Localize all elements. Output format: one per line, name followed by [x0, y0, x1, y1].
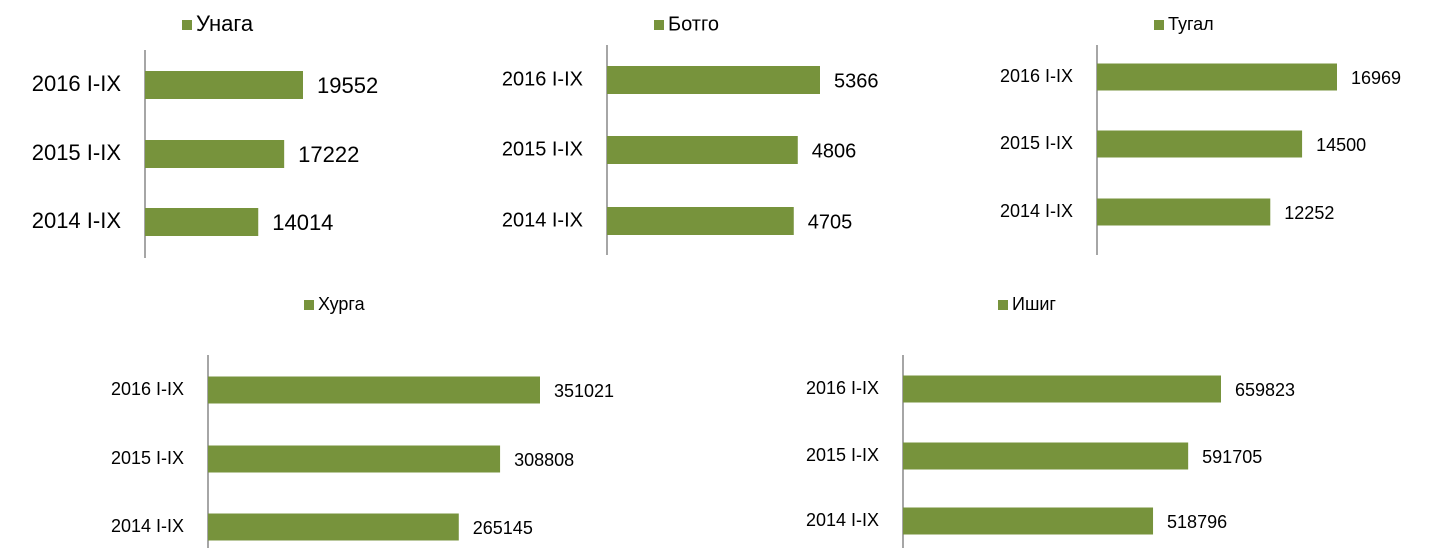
value-label: 265145: [473, 518, 533, 538]
bar: [903, 442, 1189, 470]
bar: [1097, 130, 1303, 158]
category-label: 2014 I-IX: [32, 208, 122, 233]
category-label: 2015 I-IX: [32, 140, 122, 165]
value-label: 591705: [1202, 447, 1262, 467]
value-label: 4705: [808, 211, 853, 233]
value-label: 518796: [1167, 512, 1227, 532]
category-label: 2016 I-IX: [1000, 66, 1073, 86]
category-label: 2016 I-IX: [111, 379, 184, 399]
bar: [145, 208, 259, 236]
legend-label: Тугал: [1168, 14, 1214, 34]
category-label: 2016 I-IX: [502, 68, 583, 90]
value-label: 12252: [1284, 203, 1334, 223]
value-label: 308808: [514, 450, 574, 470]
value-label: 351021: [554, 381, 614, 401]
value-label: 17222: [298, 142, 359, 167]
category-label: 2016 I-IX: [806, 378, 879, 398]
bar: [208, 513, 459, 541]
legend-swatch: [304, 300, 314, 310]
legend-swatch: [182, 20, 192, 30]
bar: [607, 136, 798, 164]
bar: [1097, 63, 1337, 91]
legend-swatch: [1154, 20, 1164, 30]
category-label: 2015 I-IX: [1000, 133, 1073, 153]
category-label: 2014 I-IX: [806, 510, 879, 530]
category-label: 2014 I-IX: [502, 209, 583, 231]
value-label: 4806: [812, 140, 857, 162]
category-label: 2016 I-IX: [32, 71, 122, 96]
category-label: 2014 I-IX: [1000, 201, 1073, 221]
value-label: 14014: [272, 210, 333, 235]
legend-label: Ишиг: [1012, 294, 1056, 314]
value-label: 14500: [1316, 135, 1366, 155]
bar: [607, 66, 820, 94]
legend-label: Хурга: [318, 294, 366, 314]
category-label: 2015 I-IX: [502, 138, 583, 160]
bar: [903, 375, 1221, 403]
bar: [145, 140, 285, 168]
legend-swatch: [998, 300, 1008, 310]
bar: [208, 445, 501, 473]
bar: [1097, 198, 1271, 226]
category-label: 2015 I-IX: [111, 448, 184, 468]
category-label: 2015 I-IX: [806, 445, 879, 465]
value-label: 5366: [834, 70, 879, 92]
legend-label: Ботго: [668, 13, 719, 35]
legend-swatch: [654, 20, 664, 30]
legend-label: Унага: [196, 11, 254, 36]
category-label: 2014 I-IX: [111, 516, 184, 536]
value-label: 16969: [1351, 68, 1401, 88]
value-label: 659823: [1235, 380, 1295, 400]
bar: [208, 376, 540, 404]
bar: [145, 71, 303, 99]
bar: [607, 207, 794, 235]
value-label: 19552: [317, 73, 378, 98]
bar: [903, 507, 1154, 535]
